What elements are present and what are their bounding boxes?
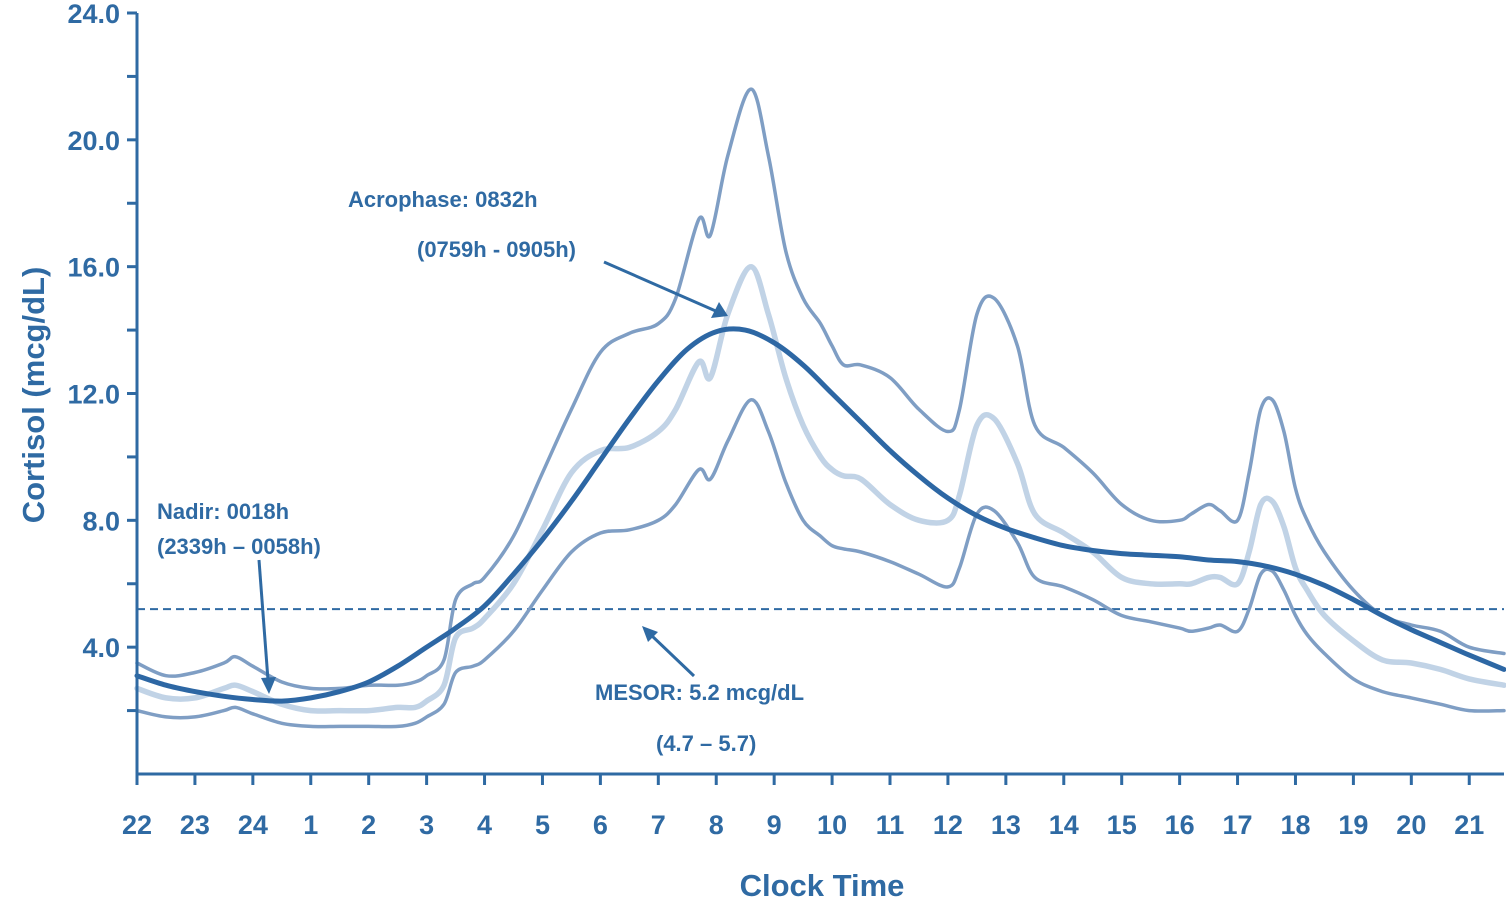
x-tick-label: 17: [1223, 810, 1253, 840]
x-axis-title: Clock Time: [740, 868, 905, 903]
nadir-arrow: [257, 559, 270, 681]
nadir-interval: (2339h – 0058h): [157, 534, 321, 559]
x-tick-label: 1: [303, 810, 318, 840]
x-tick-label: 8: [709, 810, 724, 840]
x-tick-label: 10: [817, 810, 847, 840]
x-tick-label: 24: [238, 810, 268, 840]
x-tick-label: 18: [1280, 810, 1310, 840]
cosinor-fit-line: [134, 326, 1506, 704]
x-tick-label: 2: [361, 810, 376, 840]
mesor-arrowhead: [642, 626, 658, 642]
y-tick-label: 4.0: [82, 633, 120, 663]
axes-layer: [135, 13, 1504, 776]
acrophase-arrow: [603, 260, 719, 314]
y-tick-label: 24.0: [67, 0, 120, 29]
y-tick-label: 16.0: [67, 253, 120, 283]
nadir-arrowhead: [261, 677, 276, 694]
x-tick-label: 21: [1454, 810, 1484, 840]
x-tick-label: 12: [933, 810, 963, 840]
mean-cortisol-line: [134, 263, 1506, 714]
y-tick-label: 8.0: [82, 506, 120, 536]
y-tick-label: 20.0: [67, 126, 120, 156]
x-tick-label: 15: [1107, 810, 1137, 840]
x-tick-label: 11: [876, 810, 905, 840]
x-tick-label: 13: [991, 810, 1021, 840]
x-tick-label: 23: [180, 810, 210, 840]
nadir-annotation: Nadir: 0018h (2339h – 0058h): [157, 499, 321, 694]
series-layer: [134, 87, 1506, 729]
acrophase-arrowhead: [711, 302, 728, 318]
mesor-arrow: [648, 632, 696, 678]
x-tick-label: 3: [419, 810, 434, 840]
y-axis-title: Cortisol (mcg/dL): [16, 267, 51, 524]
acrophase-annotation: Acrophase: 0832h (0759h - 0905h): [348, 187, 728, 318]
x-tick-label: 6: [593, 810, 608, 840]
acrophase-label: Acrophase: 0832h: [348, 187, 538, 212]
acrophase-interval: (0759h - 0905h): [417, 237, 576, 262]
x-tick-label: 14: [1049, 810, 1079, 840]
x-tick-label: 16: [1165, 810, 1195, 840]
x-tick-label: 20: [1396, 810, 1426, 840]
ticks-layer: 4.08.012.016.020.024.022 23 24 1 2 3 4 5 6 7 8 9 10 1…: [67, 0, 1484, 840]
x-tick-label: 9: [767, 810, 782, 840]
x-tick-label: 22: [122, 810, 152, 840]
x-tick-label: 7: [651, 810, 666, 840]
upper-band-line: [135, 87, 1506, 691]
y-tick-label: 12.0: [67, 380, 120, 410]
x-tick-label: 4: [477, 810, 492, 840]
mesor-interval: (4.7 – 5.7): [656, 731, 756, 756]
x-tick-label: 19: [1338, 810, 1368, 840]
x-tick-label: 5: [535, 810, 550, 840]
mesor-label: MESOR: 5.2 mcg/dL: [595, 680, 804, 705]
mesor-annotation: MESOR: 5.2 mcg/dL (4.7 – 5.7): [595, 626, 804, 756]
lower-band-line: [135, 398, 1506, 729]
nadir-label: Nadir: 0018h: [157, 499, 289, 524]
